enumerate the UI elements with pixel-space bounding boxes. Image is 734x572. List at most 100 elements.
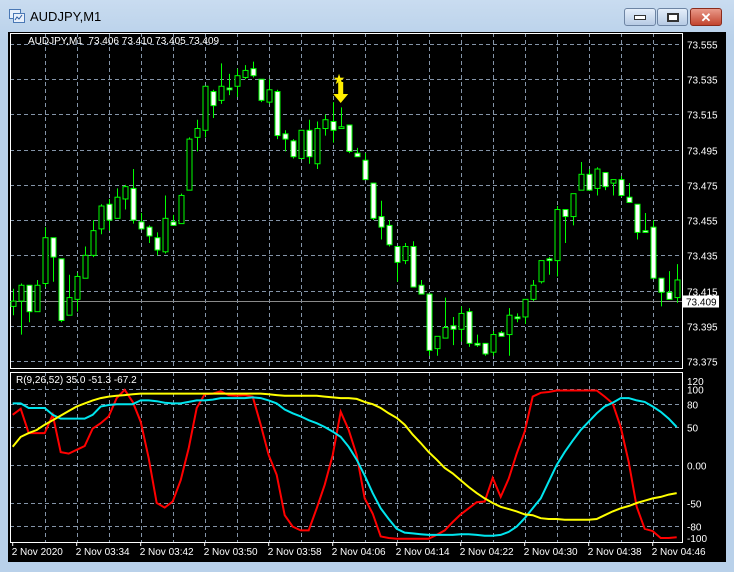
candle [322, 114, 329, 136]
candle-body [498, 332, 505, 337]
candle-body [650, 226, 657, 279]
candle-body [306, 129, 313, 158]
candle-body [98, 205, 105, 230]
red-line [12, 388, 677, 540]
maximize-button[interactable] [657, 8, 688, 26]
minimize-icon [634, 14, 646, 20]
candle [450, 316, 457, 346]
candle [290, 139, 297, 159]
candle-body [330, 120, 337, 131]
candle-body [202, 85, 209, 131]
candle [98, 204, 105, 235]
candle-body [666, 291, 673, 300]
candle-body [250, 68, 257, 77]
candle [154, 232, 161, 256]
candle-body [610, 179, 617, 184]
price-axis-label: 73.435 [687, 252, 718, 263]
candle-body [266, 89, 273, 103]
low-value: 73.405 [155, 36, 186, 47]
candle [234, 68, 241, 97]
candle [74, 272, 81, 312]
candle-body [442, 327, 449, 339]
candle [162, 195, 169, 254]
candle-body [570, 193, 577, 218]
candle-body [154, 237, 161, 251]
candle-body [274, 91, 281, 137]
candle [266, 79, 273, 104]
candle-body [298, 129, 305, 159]
candle-body [578, 173, 585, 191]
candle [138, 213, 145, 230]
candle-body [226, 87, 233, 91]
indicator-axis-label: 120 [687, 377, 704, 388]
candle [338, 107, 345, 130]
candle-body [554, 209, 561, 262]
time-axis-label: 2 Nov 04:46 [652, 547, 706, 558]
candle-body [122, 186, 129, 200]
candle-body [514, 316, 521, 320]
candle [514, 313, 521, 323]
candle [378, 200, 385, 240]
candle-body [618, 179, 625, 196]
minimize-button[interactable] [624, 8, 656, 26]
candle [586, 169, 593, 191]
candle [66, 274, 73, 316]
candle-body [490, 334, 497, 353]
current-price-box [683, 295, 719, 308]
candle-body [634, 203, 641, 233]
candle-body [114, 196, 121, 219]
window-title: AUDJPY,M1 [30, 9, 102, 24]
close-value: 73.409 [188, 36, 220, 47]
candle-body [426, 293, 433, 351]
candle [146, 225, 153, 243]
candle [434, 335, 441, 356]
candle-body [186, 138, 193, 191]
candle-body [346, 124, 353, 152]
candle-body [482, 342, 489, 355]
candle-body [354, 152, 361, 158]
candle [314, 121, 321, 170]
close-button[interactable]: ✕ [690, 8, 722, 26]
candle [306, 119, 313, 164]
time-axis-label: 2 Nov 04:22 [460, 547, 514, 558]
candle [202, 85, 209, 138]
time-axis-label: 2 Nov 04:38 [588, 547, 642, 558]
candle-body [210, 91, 217, 107]
candle-body [130, 187, 137, 221]
candle-body [18, 284, 25, 302]
candle-body [66, 297, 73, 316]
candle-body [58, 258, 65, 321]
candle [186, 137, 193, 191]
candle-body [106, 203, 113, 221]
candle [34, 279, 41, 313]
candle [298, 129, 305, 159]
chart-canvas[interactable] [8, 32, 726, 562]
candle [50, 237, 57, 282]
candle [218, 63, 225, 104]
candle-body [50, 237, 57, 258]
candle-body [402, 246, 409, 262]
candle-body [362, 159, 369, 181]
candle-body [394, 246, 401, 263]
candle-body [466, 311, 473, 344]
candle-body [474, 342, 481, 346]
candle [354, 147, 361, 158]
cyan-line [12, 396, 678, 537]
candle [546, 257, 553, 275]
candle [570, 193, 577, 226]
maximize-icon [666, 12, 679, 22]
candle [346, 124, 353, 154]
candle-body [162, 217, 169, 253]
candle-body [386, 224, 393, 246]
candle [178, 193, 185, 225]
candle [114, 188, 121, 219]
price-axis-label: 73.395 [687, 323, 718, 334]
candle [634, 203, 641, 240]
candle-body [218, 85, 225, 101]
candle-body [82, 254, 89, 279]
candle-body [418, 284, 425, 295]
time-axis-label: 2 Nov 2020 [12, 547, 64, 558]
candle [530, 279, 537, 302]
candle-body [34, 284, 41, 313]
